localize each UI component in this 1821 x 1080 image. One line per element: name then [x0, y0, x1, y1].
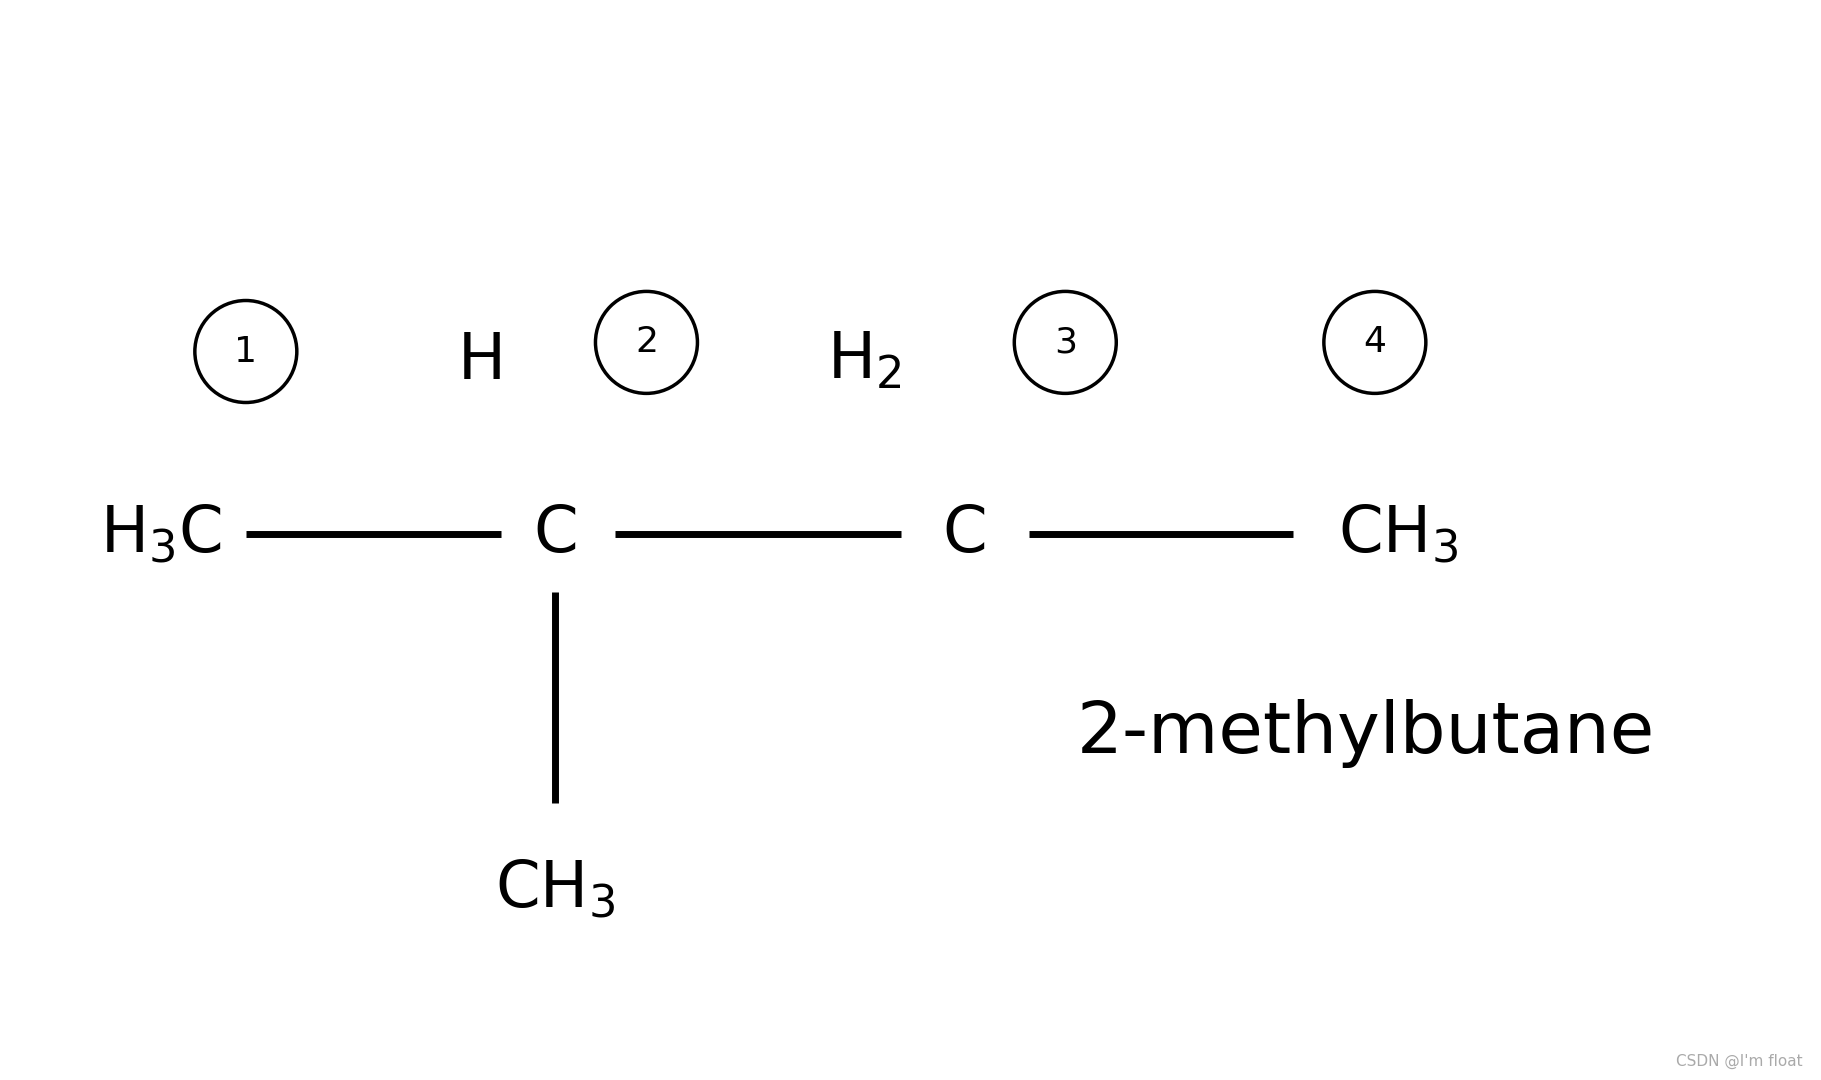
- Text: CH$_3$: CH$_3$: [1338, 502, 1459, 565]
- Text: 3: 3: [1054, 325, 1076, 360]
- Text: 1: 1: [235, 335, 257, 368]
- Text: C: C: [534, 502, 577, 565]
- Text: H: H: [459, 329, 506, 392]
- Text: 2-methylbutane: 2-methylbutane: [1076, 700, 1655, 769]
- Text: CSDN @I'm float: CSDN @I'm float: [1675, 1054, 1803, 1069]
- Text: 2: 2: [636, 325, 657, 360]
- Text: H$_3$C: H$_3$C: [100, 502, 222, 565]
- Text: H$_2$: H$_2$: [827, 329, 901, 392]
- Text: C: C: [943, 502, 987, 565]
- Text: 4: 4: [1364, 325, 1386, 360]
- Text: CH$_3$: CH$_3$: [495, 858, 615, 920]
